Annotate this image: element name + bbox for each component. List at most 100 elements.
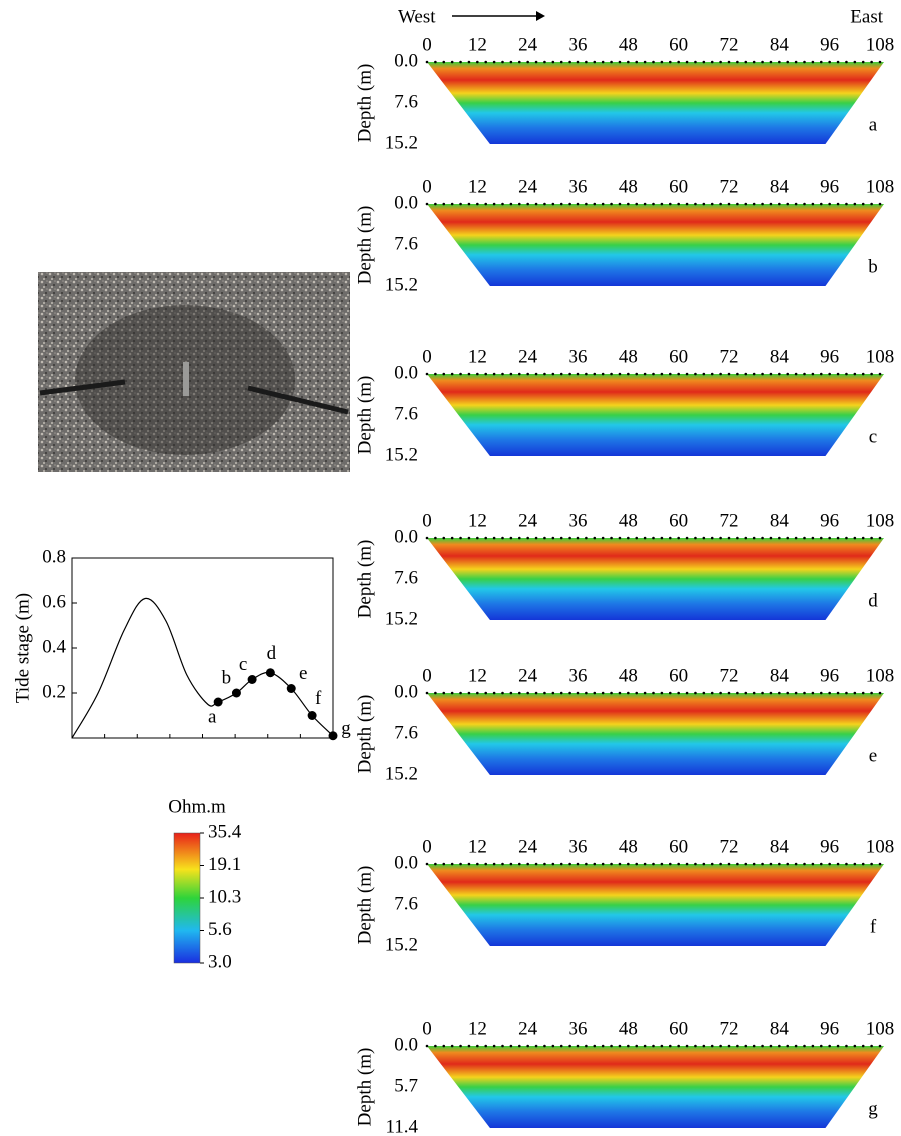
x-tick-label: 60	[669, 510, 688, 531]
electrode	[668, 691, 672, 695]
electrode	[627, 691, 630, 695]
west-label: West	[398, 6, 436, 27]
resistivity-section	[427, 864, 884, 946]
electrode	[568, 372, 571, 376]
electrode	[467, 60, 471, 64]
electrode	[719, 60, 722, 64]
tide-point	[307, 711, 317, 720]
electrode	[442, 1044, 446, 1048]
electrode	[568, 862, 571, 866]
x-tick-label: 60	[669, 176, 688, 197]
electrode	[786, 60, 790, 64]
electrode	[710, 202, 714, 206]
electrode	[425, 1044, 429, 1048]
electrode	[484, 372, 488, 376]
electrode	[434, 1044, 437, 1048]
electrode	[811, 202, 815, 206]
x-tick-label: 84	[770, 510, 790, 531]
colorbar-label: 5.6	[208, 919, 232, 940]
electrode	[585, 536, 588, 540]
electrode	[836, 536, 840, 540]
tide-point	[231, 688, 241, 698]
electrode	[517, 372, 521, 376]
electrode	[702, 691, 706, 695]
electrode	[778, 691, 781, 695]
electrode	[677, 862, 680, 866]
electrode	[526, 202, 529, 206]
electrode	[736, 536, 739, 540]
electrode	[517, 202, 521, 206]
electrode	[551, 1044, 555, 1048]
electrode	[442, 862, 446, 866]
electrode	[593, 202, 597, 206]
x-tick-label: 36	[569, 510, 588, 531]
electrode	[618, 202, 622, 206]
electrode	[434, 691, 437, 695]
y-tick-label: 0.2	[42, 681, 66, 702]
electrode	[744, 691, 748, 695]
electrode	[559, 1044, 563, 1048]
x-tick-label: 12	[468, 34, 487, 55]
electrode	[501, 202, 504, 206]
y-tick-label: 0.4	[42, 636, 66, 657]
electrode	[685, 1044, 689, 1048]
electrode	[652, 60, 655, 64]
electrode	[803, 1044, 806, 1048]
electrode	[727, 60, 731, 64]
electrode	[719, 1044, 722, 1048]
electrode	[501, 60, 504, 64]
electrode	[761, 691, 764, 695]
electrode	[501, 691, 504, 695]
point-label: e	[299, 663, 307, 684]
electrode	[861, 691, 865, 695]
section-label: d	[868, 590, 878, 611]
electrode	[845, 202, 848, 206]
electrode	[492, 1044, 496, 1048]
x-tick-label: 48	[619, 34, 638, 55]
y-axis-label: Depth (m)	[354, 695, 375, 774]
electrode	[568, 536, 571, 540]
electrode	[878, 1044, 882, 1048]
electrode	[543, 202, 546, 206]
electrode	[677, 372, 680, 376]
electrode	[752, 862, 756, 866]
electrode	[593, 1044, 597, 1048]
electrode	[819, 60, 823, 64]
electrode	[534, 60, 538, 64]
y-axis-label: Depth (m)	[354, 1048, 375, 1127]
x-tick-label: 12	[468, 176, 487, 197]
x-tick-label: 48	[619, 1018, 638, 1039]
electrode	[585, 60, 588, 64]
electrode	[593, 60, 597, 64]
east-label: East	[850, 6, 883, 27]
electrode	[786, 536, 790, 540]
y-tick-label: 0.6	[42, 591, 66, 612]
electrode	[635, 862, 639, 866]
electrode	[878, 60, 882, 64]
electrode	[828, 536, 831, 540]
electrode	[836, 1044, 840, 1048]
electrode	[794, 536, 798, 540]
electrode	[484, 862, 488, 866]
electrode	[878, 372, 882, 376]
electrode	[635, 372, 639, 376]
arrow-head	[536, 11, 545, 21]
electrode	[559, 691, 563, 695]
electrode	[794, 60, 798, 64]
x-tick-label: 84	[770, 346, 790, 367]
electrode	[652, 202, 655, 206]
electrode	[794, 202, 798, 206]
electrode	[677, 536, 680, 540]
electrode	[450, 372, 454, 376]
electrode	[668, 1044, 672, 1048]
section-label: a	[869, 114, 878, 135]
x-tick-label: 108	[866, 1018, 895, 1039]
y-tick-label: 15.2	[385, 274, 418, 295]
electrode	[845, 862, 848, 866]
electrode	[710, 691, 714, 695]
electrode	[736, 202, 739, 206]
electrode	[509, 1044, 513, 1048]
electrode	[543, 372, 546, 376]
electrode	[501, 862, 504, 866]
tide-point	[213, 697, 223, 707]
